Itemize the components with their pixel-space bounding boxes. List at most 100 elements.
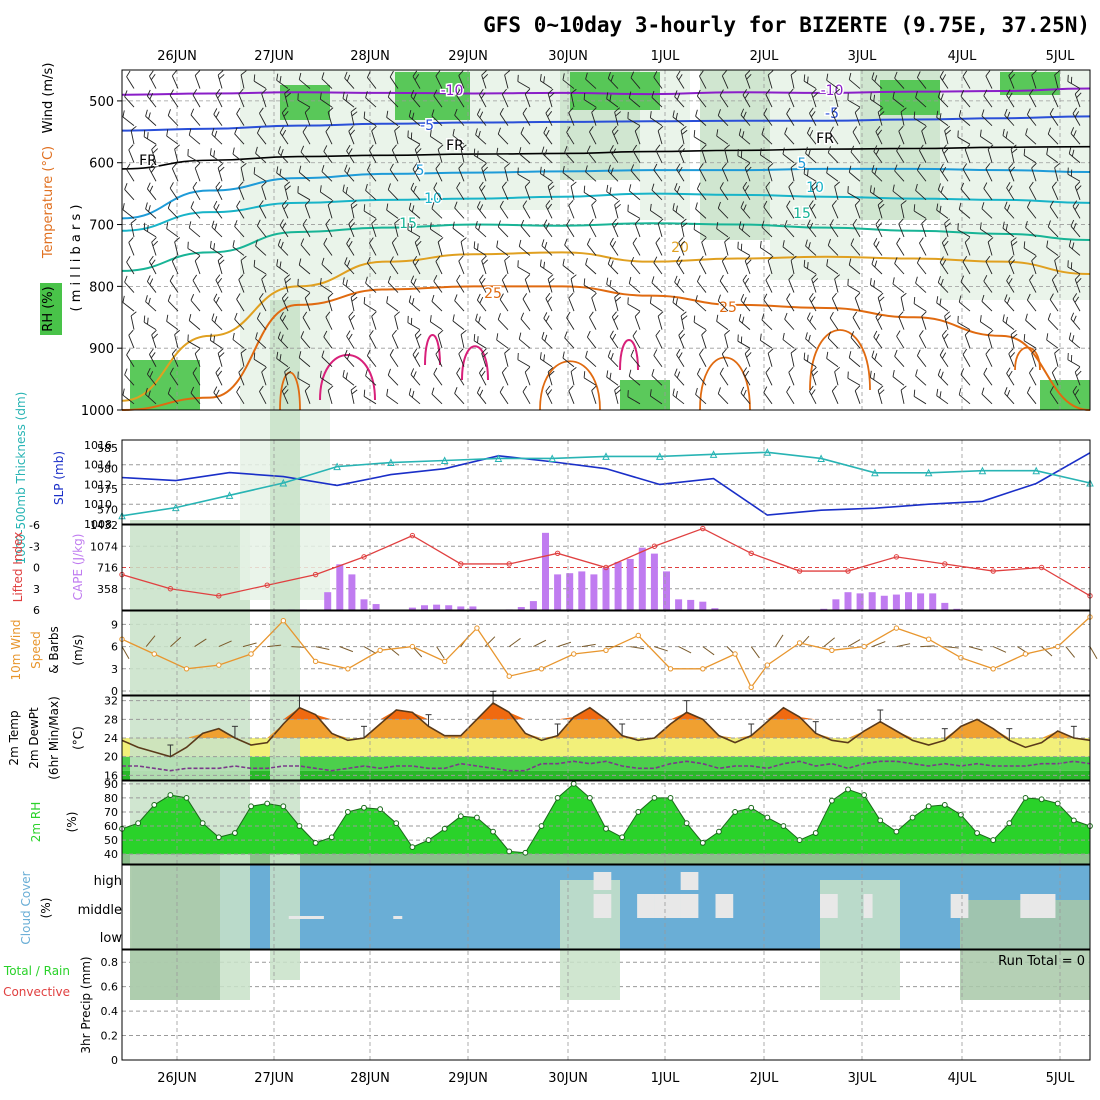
barb-flag xyxy=(1049,386,1054,393)
barb-flag xyxy=(962,70,968,77)
barb-flag xyxy=(345,372,348,380)
barb-flag xyxy=(143,315,146,323)
barb-staff xyxy=(875,224,883,238)
wind-barb xyxy=(149,70,157,89)
barb-staff xyxy=(367,262,377,275)
barb-flag xyxy=(847,93,849,101)
wind-barb xyxy=(765,88,773,108)
barb-flag xyxy=(1076,370,1082,377)
barb-flag xyxy=(721,348,727,355)
barb-staff xyxy=(479,372,487,386)
wind-barb xyxy=(479,274,487,293)
wind-barb xyxy=(979,129,993,145)
barb-staff xyxy=(298,264,311,275)
barb-flag xyxy=(363,204,366,211)
barb-flag xyxy=(681,222,688,228)
barb-flag xyxy=(740,108,745,116)
wind-barb xyxy=(657,218,664,238)
barb-flag xyxy=(387,275,391,283)
wind-speed-marker xyxy=(474,625,480,631)
barb-staff xyxy=(344,263,355,275)
barb-flag xyxy=(342,184,345,192)
barb-staff xyxy=(190,207,201,219)
barb-staff xyxy=(877,297,883,312)
barb-flag xyxy=(478,130,481,138)
slp-tick: 1010 xyxy=(84,498,112,511)
barb-flag xyxy=(1047,313,1051,320)
wind-barb xyxy=(850,331,861,349)
rh-green-shading xyxy=(620,380,670,410)
wind-barb xyxy=(916,349,927,368)
barb-staff xyxy=(431,301,443,312)
barb-staff xyxy=(697,95,707,108)
barb-flag xyxy=(900,385,907,391)
wind-barb xyxy=(363,296,377,312)
barb-flag xyxy=(878,389,885,395)
upper-level-tick: 500 xyxy=(89,95,114,110)
isotherm-line xyxy=(121,115,1091,132)
wind-barb xyxy=(371,311,377,330)
wind-barb xyxy=(545,385,553,405)
barb-flag xyxy=(545,292,551,299)
barb-staff xyxy=(980,135,993,145)
barb-flag xyxy=(614,200,621,206)
barb-flag xyxy=(913,204,916,211)
wind-barb xyxy=(435,348,443,367)
barb-flag xyxy=(522,200,528,207)
rh-marker xyxy=(232,830,238,836)
barb-flag xyxy=(585,72,588,80)
upper-rh-swatch xyxy=(40,283,62,335)
barb-staff xyxy=(327,390,333,404)
cape-bar xyxy=(348,574,356,610)
barb-staff xyxy=(412,76,421,89)
barb-flag xyxy=(741,316,745,324)
barb-staff xyxy=(410,96,421,108)
barb-flag xyxy=(1006,297,1011,304)
barb-flag xyxy=(456,181,461,189)
barb-flag xyxy=(788,274,794,280)
cape-bar xyxy=(529,601,537,610)
barb-staff xyxy=(279,132,289,145)
barb-flag xyxy=(944,125,951,131)
barb-flag xyxy=(807,169,809,177)
wind-barb xyxy=(456,274,465,293)
barb-flag xyxy=(1010,144,1017,150)
barb-flag xyxy=(606,92,609,99)
barb-flag xyxy=(699,348,704,355)
barb-flag xyxy=(678,144,684,151)
barb-staff xyxy=(699,168,707,182)
wind-barb xyxy=(811,181,819,200)
barb-flag xyxy=(609,94,612,102)
barb-flag xyxy=(591,292,597,299)
barb-flag xyxy=(371,311,377,317)
rh-marker xyxy=(248,803,254,810)
barb-flag xyxy=(256,312,261,319)
wind-barb xyxy=(277,146,289,164)
wind-barb xyxy=(391,237,399,256)
barb-flag xyxy=(613,315,619,321)
barb-flag xyxy=(497,127,501,135)
barb-staff xyxy=(452,135,465,145)
wind-barb xyxy=(607,71,619,89)
barb-staff xyxy=(871,78,883,89)
barb-staff xyxy=(496,339,509,349)
barb-flag xyxy=(217,370,223,377)
barb-flag xyxy=(1051,274,1057,281)
barb-flag xyxy=(1005,316,1008,324)
wind-barb xyxy=(609,145,619,163)
barb-flag xyxy=(539,352,542,359)
wind-barb xyxy=(831,107,839,126)
barb-flag xyxy=(146,89,151,97)
wind-barb xyxy=(522,200,531,219)
wind-barb xyxy=(300,145,311,164)
barb-staff xyxy=(896,243,905,256)
barb-flag xyxy=(456,274,461,281)
barb-flag xyxy=(765,181,771,188)
barb-flag xyxy=(1008,92,1013,99)
wind-barb xyxy=(831,292,839,312)
barb-staff xyxy=(194,75,201,89)
rh-marker xyxy=(377,806,384,813)
barb-staff xyxy=(147,95,157,108)
barb-flag xyxy=(282,222,287,229)
wind-barb xyxy=(586,238,597,256)
